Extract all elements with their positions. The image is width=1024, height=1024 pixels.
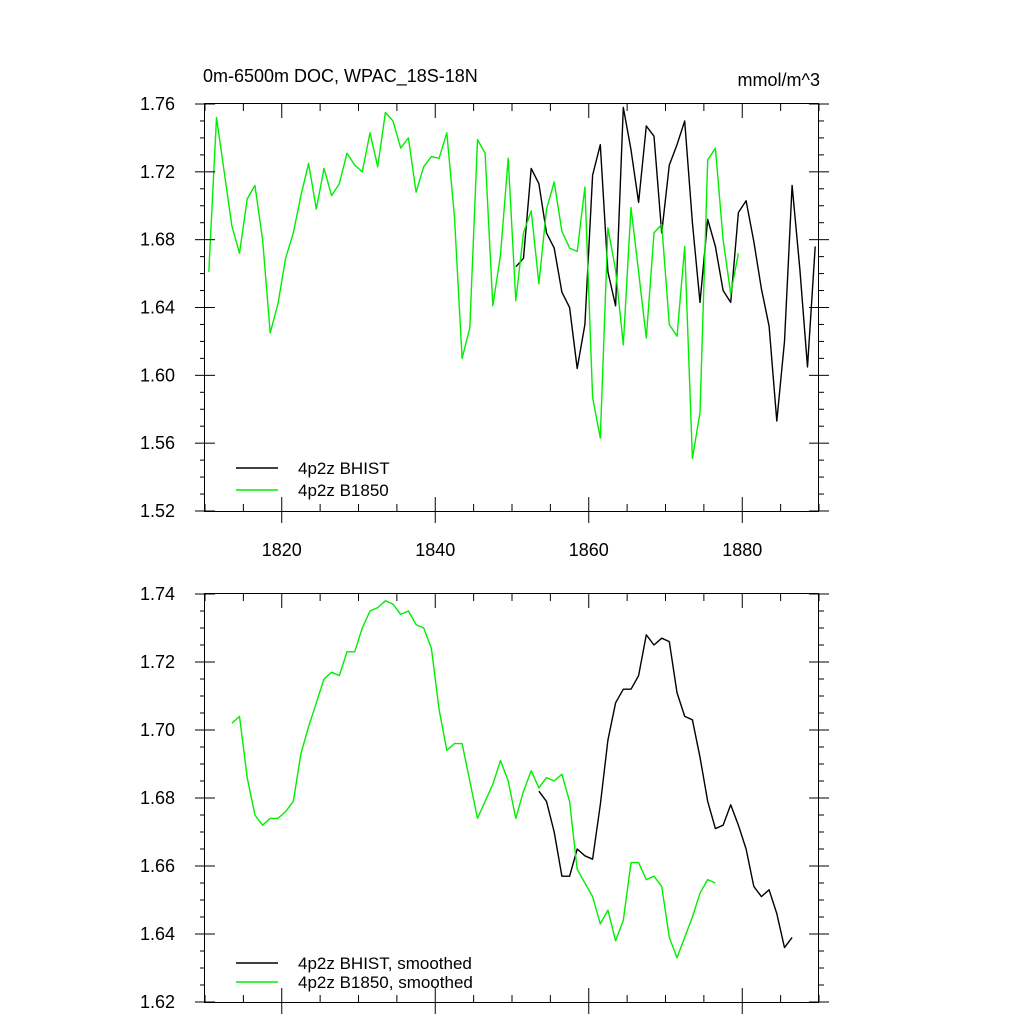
top-plot-frame [204, 103, 819, 512]
bottom-plot-frame [204, 593, 819, 1003]
top-series-layer [208, 106, 816, 460]
top-y-tick-label: 1.76 [140, 94, 175, 114]
chart-title: 0m-6500m DOC, WPAC_18S-18N [203, 66, 478, 87]
top-tick-layer [195, 103, 829, 523]
top-series-line-b1850 [208, 111, 740, 460]
top-y-tick-label: 1.72 [140, 162, 175, 182]
bottom-y-tick-label: 1.74 [140, 584, 175, 604]
legend-label-b1850: 4p2z B1850 [298, 481, 389, 500]
top-legend: 4p2z BHIST 4p2z B1850 [236, 459, 390, 500]
bottom-legend: 4p2z BHIST, smoothed 4p2z B1850, smoothe… [236, 954, 473, 992]
bottom-y-tick-label: 1.70 [140, 720, 175, 740]
top-series-line-bhist [515, 106, 816, 422]
top-tick-label-layer: 1.52 1.56 1.60 1.64 1.68 1.72 1.76 1820 1840 1860… [140, 94, 762, 560]
units-label: mmol/m^3 [738, 70, 820, 90]
top-y-tick-label: 1.64 [140, 298, 175, 318]
bottom-series-layer [231, 600, 793, 959]
top-chart-panel: 0m-6500m DOC, WPAC_18S-18N mmol/m^3 1.52… [140, 66, 829, 560]
top-y-tick-label: 1.52 [140, 501, 175, 521]
bottom-y-tick-label: 1.64 [140, 924, 175, 944]
bottom-y-tick-label: 1.72 [140, 652, 175, 672]
top-x-tick-label: 1820 [262, 540, 302, 560]
top-x-tick-label: 1880 [722, 540, 762, 560]
legend-label-bhist-smoothed: 4p2z BHIST, smoothed [298, 954, 472, 973]
top-y-tick-label: 1.56 [140, 433, 175, 453]
top-y-tick-label: 1.60 [140, 365, 175, 385]
top-y-tick-label: 1.68 [140, 230, 175, 250]
top-x-tick-label: 1860 [569, 540, 609, 560]
bottom-y-tick-label: 1.66 [140, 856, 175, 876]
bottom-y-tick-label: 1.62 [140, 992, 175, 1012]
bottom-series-line-b1850 [231, 600, 716, 959]
bottom-y-tick-label: 1.68 [140, 788, 175, 808]
bottom-chart-panel: 1.62 1.64 1.66 1.68 1.70 1.72 1.74 4p2z BHIST,… [140, 584, 829, 1014]
bottom-series-line-bhist [538, 634, 793, 949]
legend-label-bhist: 4p2z BHIST [298, 459, 390, 478]
bottom-tick-layer [195, 593, 829, 1014]
top-x-tick-label: 1840 [415, 540, 455, 560]
bottom-tick-label-layer: 1.62 1.64 1.66 1.68 1.70 1.72 1.74 [140, 584, 175, 1012]
legend-label-b1850-smoothed: 4p2z B1850, smoothed [298, 973, 473, 992]
